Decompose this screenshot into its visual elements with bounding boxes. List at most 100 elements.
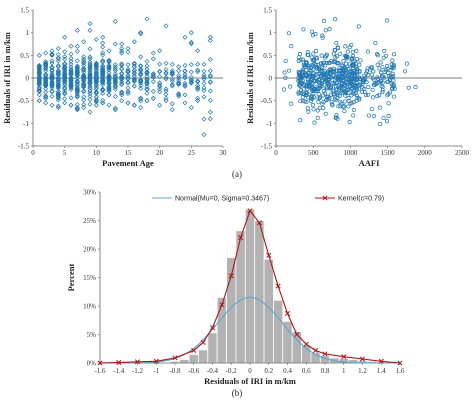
scatter-point bbox=[119, 98, 125, 104]
scatter-point bbox=[310, 103, 315, 108]
histogram-bar bbox=[188, 354, 199, 364]
kernel-marker bbox=[238, 235, 244, 241]
scatter-point bbox=[323, 55, 328, 60]
scatter-point bbox=[357, 75, 362, 80]
scatter-point bbox=[207, 34, 213, 40]
scatter-point bbox=[119, 50, 125, 56]
scatter-point bbox=[112, 105, 118, 111]
x-tick-label: 0.6 bbox=[302, 367, 311, 375]
scatter-point bbox=[349, 93, 354, 98]
scatter-point bbox=[119, 61, 125, 67]
scatter-point bbox=[150, 50, 156, 56]
scatter-point bbox=[357, 96, 362, 101]
scatter-point bbox=[336, 104, 341, 109]
x-tick-label: 2500 bbox=[455, 149, 470, 157]
scatter-point bbox=[169, 76, 175, 82]
kernel-marker bbox=[153, 358, 159, 364]
kernel-marker bbox=[313, 347, 319, 354]
scatter-point bbox=[55, 55, 61, 61]
scatter-point bbox=[87, 83, 93, 89]
scatter-point bbox=[329, 92, 334, 97]
scatter-point bbox=[81, 73, 87, 79]
scatter-point bbox=[322, 79, 327, 84]
scatter-point bbox=[201, 116, 207, 122]
scatter-point bbox=[300, 95, 305, 100]
scatter-point bbox=[43, 77, 49, 82]
kernel-marker bbox=[200, 339, 206, 346]
scatter-point bbox=[55, 70, 61, 76]
scatter-point bbox=[62, 65, 68, 71]
scatter-point bbox=[207, 68, 213, 74]
kernel-marker bbox=[359, 356, 366, 362]
scatter-point bbox=[106, 102, 112, 108]
scatter-point bbox=[375, 62, 380, 67]
scatter-point bbox=[354, 56, 359, 61]
scatter-point bbox=[375, 94, 380, 99]
scatter-point bbox=[207, 79, 213, 85]
scatter-point bbox=[163, 60, 169, 66]
scatter-point bbox=[138, 71, 144, 77]
scatter-point bbox=[386, 101, 391, 106]
histogram-bars bbox=[169, 208, 377, 364]
y-tick-label: 1 bbox=[26, 29, 30, 37]
scatter-point bbox=[306, 53, 311, 58]
scatter-point bbox=[350, 49, 355, 54]
scatter-point bbox=[354, 48, 359, 53]
scatter-point bbox=[315, 79, 320, 84]
histogram-bar bbox=[179, 359, 190, 364]
scatter-point bbox=[87, 96, 93, 102]
scatter-point bbox=[87, 61, 93, 67]
histogram-bar bbox=[254, 220, 265, 364]
scatter-point bbox=[298, 91, 303, 96]
scatter-point bbox=[298, 88, 304, 93]
scatter-point bbox=[390, 71, 395, 76]
scatter-point bbox=[207, 97, 213, 103]
scatter-point bbox=[188, 80, 194, 86]
scatter-point bbox=[36, 98, 42, 104]
scatter-point bbox=[391, 66, 396, 71]
scatter-point bbox=[385, 93, 390, 98]
scatter-point bbox=[392, 86, 397, 91]
scatter-point bbox=[377, 80, 382, 85]
x-tick-label: 0 bbox=[274, 149, 278, 157]
scatter-point bbox=[195, 98, 201, 104]
scatter-point bbox=[373, 41, 378, 46]
scatter-point bbox=[138, 67, 144, 73]
scatter-point bbox=[49, 80, 55, 86]
scatter-point bbox=[321, 106, 326, 111]
scatter-point bbox=[144, 71, 150, 77]
scatter-point bbox=[325, 94, 330, 99]
scatter-point bbox=[201, 61, 207, 67]
scatter-point bbox=[328, 70, 333, 75]
scatter-point bbox=[311, 51, 316, 56]
scatter-point bbox=[100, 74, 106, 80]
scatter-point bbox=[344, 88, 349, 93]
histogram-bar bbox=[207, 332, 218, 364]
scatter-point bbox=[288, 84, 293, 89]
scatter-point bbox=[201, 132, 207, 138]
scatter-point bbox=[283, 58, 288, 63]
scatter-point bbox=[296, 72, 301, 77]
scatter-point bbox=[157, 102, 163, 108]
scatter-point bbox=[100, 71, 106, 77]
scatter-point bbox=[93, 65, 99, 71]
scatter-point bbox=[301, 87, 306, 92]
scatter-point bbox=[81, 62, 87, 68]
scatter-point bbox=[150, 95, 156, 101]
scatter-point bbox=[68, 64, 74, 70]
scatter-point bbox=[43, 100, 49, 106]
scatter-point bbox=[55, 74, 61, 80]
scatter-point bbox=[62, 68, 68, 74]
scatter-point bbox=[68, 102, 74, 108]
kernel-marker bbox=[209, 325, 216, 331]
scatter-point bbox=[377, 66, 382, 71]
scatter-point bbox=[360, 79, 365, 84]
scatter-point bbox=[74, 58, 80, 64]
scatter-point bbox=[68, 51, 74, 57]
scatter-point bbox=[310, 94, 315, 99]
scatter-point bbox=[62, 86, 68, 92]
scatter-point bbox=[43, 68, 49, 74]
scatter-point bbox=[93, 70, 99, 76]
legend-label-kernel: Kernel(c=0.79) bbox=[338, 196, 384, 203]
scatter-point bbox=[316, 80, 321, 85]
